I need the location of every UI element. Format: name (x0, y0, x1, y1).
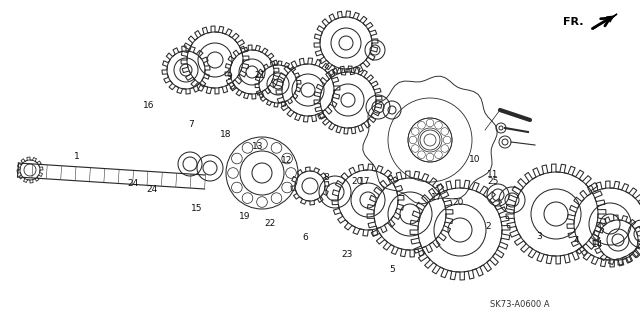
Text: 15: 15 (191, 204, 203, 213)
Text: 9: 9 (227, 72, 232, 81)
Text: 4: 4 (573, 236, 579, 245)
Text: 11: 11 (487, 170, 499, 179)
Text: 13: 13 (252, 142, 263, 151)
Text: 18: 18 (220, 130, 232, 139)
Text: 12: 12 (281, 156, 292, 165)
Text: 25: 25 (487, 177, 499, 186)
Text: 16: 16 (143, 101, 154, 110)
Text: 14: 14 (592, 241, 604, 249)
Text: 1: 1 (74, 152, 79, 161)
Text: 21: 21 (254, 71, 266, 80)
Text: 24: 24 (127, 179, 139, 188)
Text: 3: 3 (536, 232, 541, 241)
Text: 19: 19 (239, 212, 251, 221)
Text: 23: 23 (341, 250, 353, 259)
Text: 6: 6 (303, 233, 308, 242)
Text: 10: 10 (469, 155, 481, 164)
Text: 2: 2 (485, 222, 490, 231)
Text: 5: 5 (389, 265, 394, 274)
Text: FR.: FR. (563, 17, 583, 27)
Text: 17: 17 (359, 177, 371, 186)
Polygon shape (593, 14, 617, 29)
Text: 7: 7 (188, 120, 193, 129)
Text: 17: 17 (431, 193, 442, 202)
Text: SK73-A0600 A: SK73-A0600 A (490, 300, 550, 309)
Text: 20: 20 (452, 198, 463, 207)
Text: 24: 24 (147, 185, 158, 194)
Text: 20: 20 (351, 177, 363, 186)
Text: 8: 8 (324, 173, 329, 182)
Text: 22: 22 (264, 219, 276, 228)
